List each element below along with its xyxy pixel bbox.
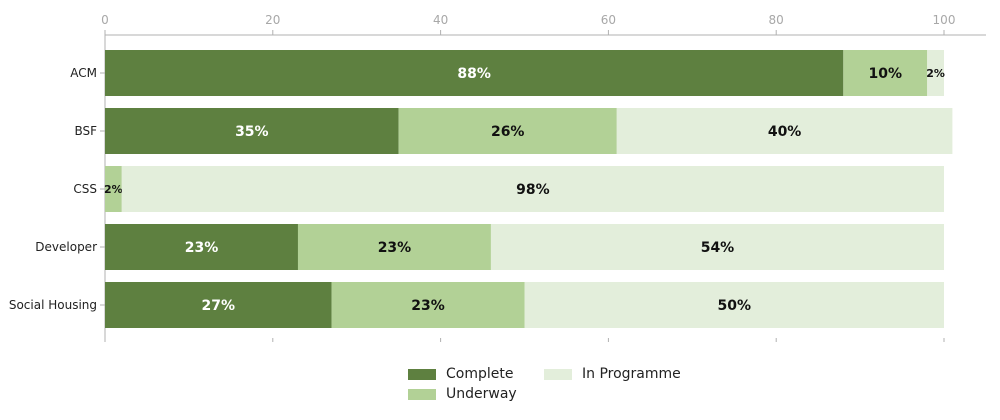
data-label: 23% — [378, 240, 412, 256]
data-label: 50% — [717, 298, 751, 314]
data-label: 23% — [411, 298, 445, 314]
data-label: 40% — [768, 124, 802, 140]
data-label: 26% — [491, 124, 525, 140]
legend-swatch-in-programme — [544, 368, 572, 380]
data-label: 88% — [457, 66, 491, 82]
legend-swatch-complete — [408, 368, 436, 380]
bar-segment-in-programme — [616, 108, 953, 154]
x-tick-label: 60 — [601, 13, 616, 27]
bar-segment-underway — [398, 108, 617, 154]
bar-segment-underway — [843, 50, 928, 96]
data-label: 98% — [516, 182, 550, 198]
data-label: 10% — [869, 66, 903, 82]
legend-item-complete: Complete — [408, 366, 513, 382]
category-label: Social Housing — [9, 298, 97, 312]
legend-label-complete: Complete — [446, 366, 514, 382]
legend-item-underway: Underway — [408, 386, 517, 402]
x-tick-label: 80 — [769, 13, 784, 27]
bar-segment-in-programme — [524, 282, 944, 328]
x-tick-label: 40 — [433, 13, 448, 27]
legend-swatch-underway — [408, 388, 436, 400]
bar-segment-underway — [105, 166, 122, 212]
stacked-bar-chart: 0 20 40 60 80 100 ACM 88% 10% 2% BSF 35% 26% 40% CSS 2%… — [9, 13, 986, 342]
bar-segment-complete — [105, 282, 332, 328]
data-label: 2% — [926, 67, 945, 80]
legend-label-in-programme: In Programme — [582, 366, 681, 382]
data-label: 23% — [185, 240, 219, 256]
data-label: 35% — [235, 124, 269, 140]
legend-label-underway: Underway — [446, 386, 517, 402]
data-label: 27% — [202, 298, 236, 314]
bar-segment-underway — [331, 282, 525, 328]
legend-item-in-programme: In Programme — [544, 366, 681, 382]
category-label: Developer — [35, 240, 97, 254]
legend: Complete In Programme Underway — [408, 366, 728, 406]
bar-segment-complete — [105, 50, 844, 96]
x-tick-label: 20 — [265, 13, 280, 27]
bar-segment-complete — [105, 224, 298, 270]
category-label: ACM — [70, 66, 97, 80]
bar-segment-complete — [105, 108, 399, 154]
bar-segment-in-programme — [121, 166, 944, 212]
data-label: 2% — [104, 183, 123, 196]
category-label: BSF — [74, 124, 97, 138]
bar-segment-in-programme — [927, 50, 944, 96]
bar-segment-in-programme — [490, 224, 944, 270]
x-tick-label: 100 — [933, 13, 956, 27]
x-tick-label: 0 — [101, 13, 109, 27]
category-label: CSS — [73, 182, 97, 196]
data-label: 54% — [701, 240, 735, 256]
bar-segment-underway — [297, 224, 491, 270]
